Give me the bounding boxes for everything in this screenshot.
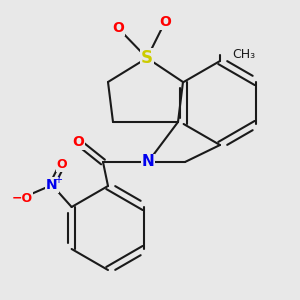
Text: O: O xyxy=(112,21,124,35)
Text: O: O xyxy=(159,15,171,29)
Text: −O: −O xyxy=(11,191,33,205)
Text: +: + xyxy=(54,175,62,185)
Text: CH₃: CH₃ xyxy=(232,49,255,62)
Text: O: O xyxy=(57,158,67,172)
Text: O: O xyxy=(72,135,84,149)
Text: S: S xyxy=(141,49,153,67)
Text: N: N xyxy=(142,154,154,169)
Text: N: N xyxy=(46,178,58,192)
